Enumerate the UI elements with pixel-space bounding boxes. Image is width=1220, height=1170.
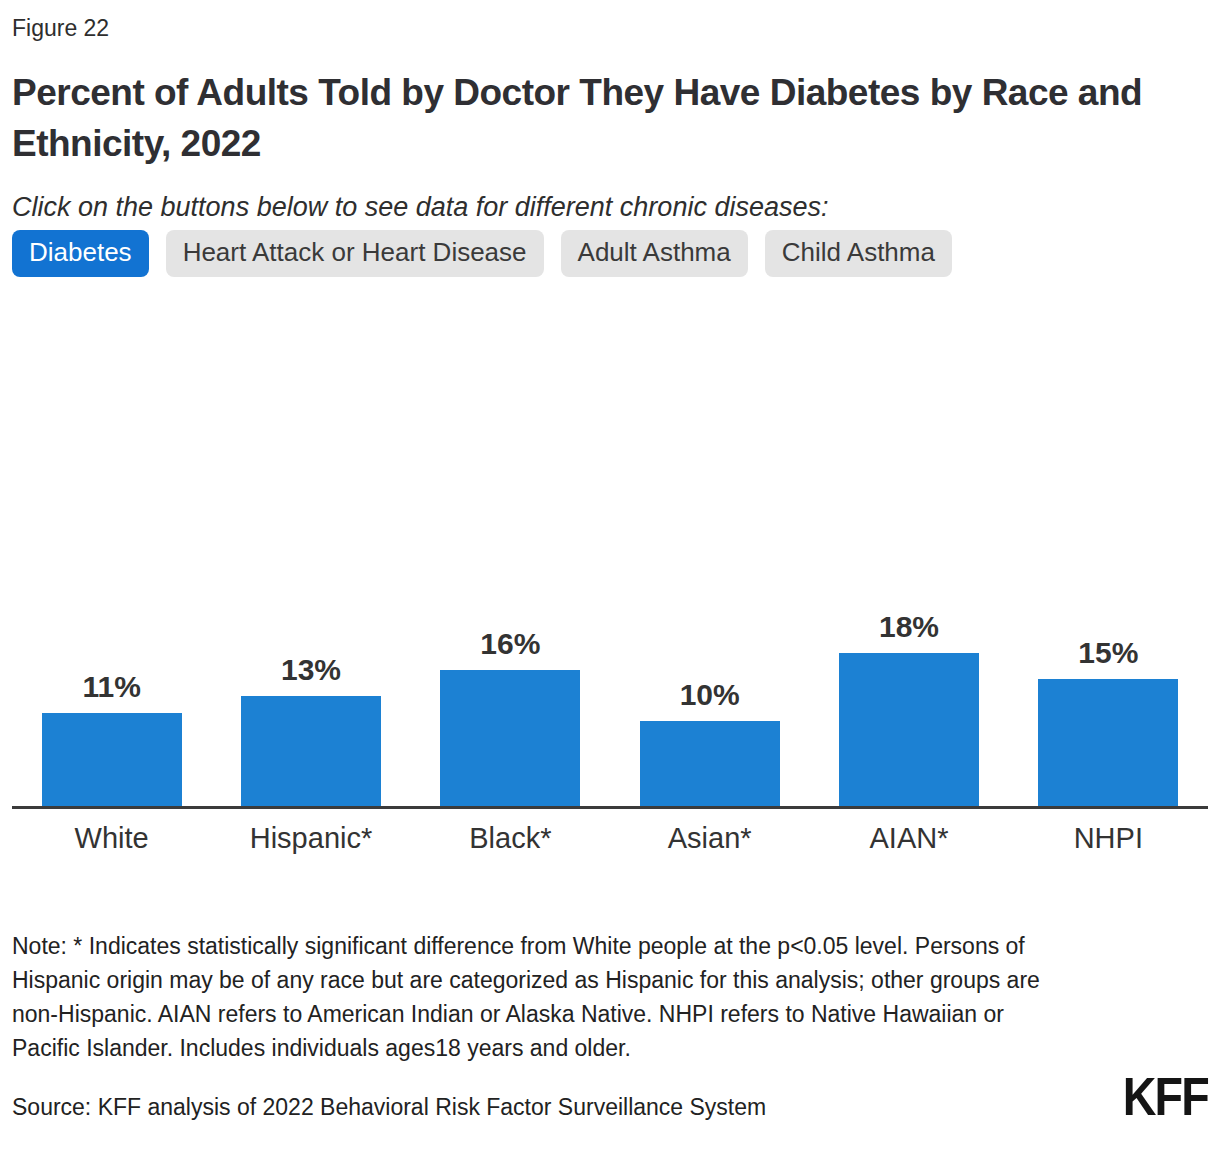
kff-logo: KFF — [1123, 1070, 1208, 1129]
bar-value-label: 15% — [1078, 636, 1138, 670]
x-axis-label-aian: AIAN* — [809, 822, 1008, 855]
figure-label: Figure 22 — [12, 14, 1208, 42]
chart-instruction: Click on the buttons below to see data f… — [12, 190, 1208, 224]
bar-nhpi[interactable] — [1038, 679, 1178, 807]
bar-value-label: 18% — [879, 610, 939, 644]
bar-value-label: 11% — [82, 670, 140, 704]
bar-value-label: 13% — [281, 653, 341, 687]
bar-value-label: 16% — [480, 627, 540, 661]
disease-button-adult-asthma[interactable]: Adult Asthma — [561, 230, 748, 277]
bar-column-white: 11% — [12, 670, 211, 807]
bar-aian[interactable] — [839, 653, 979, 806]
bar-value-label: 10% — [680, 678, 740, 712]
disease-button-heart-attack-or-heart-disease[interactable]: Heart Attack or Heart Disease — [166, 230, 544, 277]
disease-button-row: Diabetes Heart Attack or Heart Disease Adu… — [12, 230, 1208, 277]
source-text: Source: KFF analysis of 2022 Behavioral … — [12, 1094, 766, 1129]
bar-column-nhpi: 15% — [1009, 636, 1208, 807]
x-axis-label-black: Black* — [411, 822, 610, 855]
bar-column-hispanic: 13% — [211, 653, 410, 807]
x-axis-labels: WhiteHispanic*Black*Asian*AIAN*NHPI — [12, 809, 1208, 855]
x-axis-label-white: White — [12, 822, 211, 855]
bar-column-aian: 18% — [809, 610, 1008, 806]
page-title: Percent of Adults Told by Doctor They Ha… — [12, 67, 1202, 169]
x-axis-label-asian: Asian* — [610, 822, 809, 855]
chart-plot-area: 11% 13% 16% 10% 18% 15% — [12, 277, 1208, 809]
disease-button-child-asthma[interactable]: Child Asthma — [765, 230, 952, 277]
bar-asian[interactable] — [640, 721, 780, 806]
bar-black[interactable] — [440, 670, 580, 806]
bar-column-asian: 10% — [610, 678, 809, 806]
note-text: Note: * Indicates statistically signific… — [12, 929, 1060, 1065]
bar-hispanic[interactable] — [241, 696, 381, 807]
x-axis-label-hispanic: Hispanic* — [211, 822, 410, 855]
bar-chart: 11%13%16%10%18%15% WhiteHispanic*Black*A… — [12, 277, 1208, 855]
bar-column-black: 16% — [411, 627, 610, 806]
x-axis-label-nhpi: NHPI — [1009, 822, 1208, 855]
kff-figure-page: Figure 22 Percent of Adults Told by Doct… — [0, 0, 1220, 1170]
disease-button-diabetes[interactable]: Diabetes — [12, 230, 149, 277]
footer-row: Source: KFF analysis of 2022 Behavioral … — [12, 1070, 1208, 1129]
bar-white[interactable] — [42, 713, 182, 807]
